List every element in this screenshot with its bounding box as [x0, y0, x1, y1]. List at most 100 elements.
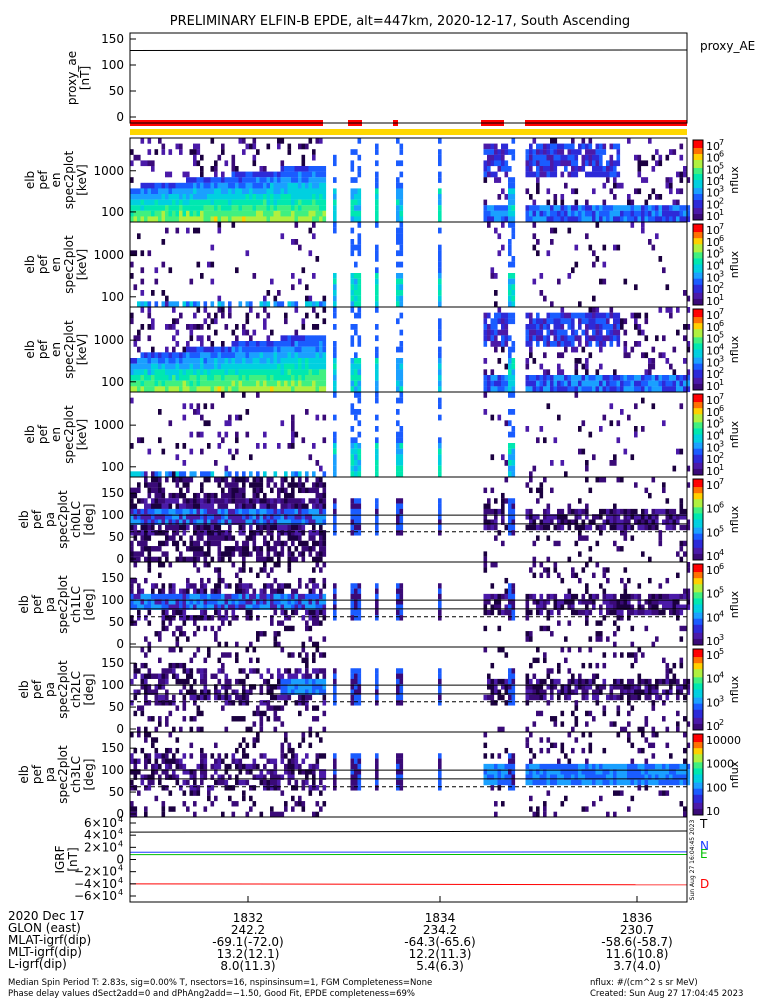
spectrogram-cell: [147, 216, 152, 223]
spectrogram-cell: [263, 346, 267, 353]
spectrogram-cell: [196, 593, 201, 600]
spectrogram-cell: [669, 604, 673, 610]
spectrogram-cell: [585, 604, 589, 610]
spectrogram-cell: [438, 171, 442, 178]
spectrogram-cell: [557, 519, 561, 525]
spectrogram-cell: [375, 593, 379, 600]
spectrogram-cell: [350, 341, 355, 347]
spectrogram-cell: [553, 318, 558, 325]
spectrogram-cell: [224, 431, 229, 438]
spectrogram-cell: [263, 380, 267, 387]
spectrogram-cell: [165, 716, 169, 722]
spectrogram-cell: [147, 369, 152, 376]
spectrogram-cell: [322, 562, 327, 568]
spectrogram-cell: [308, 341, 313, 347]
spectrogram-cell: [200, 363, 204, 370]
spectrogram-cell: [315, 477, 320, 483]
spectrogram-cell: [242, 519, 246, 525]
spectrogram-cell: [158, 358, 162, 364]
spectrogram-cell: [154, 194, 159, 200]
spectrogram-cell: [147, 358, 152, 364]
spectrogram-cell: [662, 386, 666, 393]
colorbar-segment: [693, 521, 703, 524]
colorbar-segment: [693, 186, 703, 189]
spectrogram-cell: [322, 375, 327, 381]
spectrogram-cell: [179, 726, 183, 733]
spectrogram-cell: [259, 514, 264, 520]
spectrogram-cell: [350, 160, 355, 167]
spectrogram-cell: [560, 604, 565, 610]
spectrogram-cell: [231, 160, 236, 167]
spectrogram-cell: [508, 261, 512, 268]
spectrogram-cell: [203, 194, 208, 200]
spectrogram-cell: [662, 519, 666, 525]
spectrogram-cell: [200, 546, 204, 552]
spectrogram-cell: [154, 514, 159, 520]
spectrogram-cell: [634, 482, 638, 488]
spectrogram-cell: [238, 716, 243, 722]
spectrogram-cell: [312, 369, 316, 376]
spectrogram-cell: [567, 312, 572, 319]
spectrogram-cell: [490, 324, 495, 330]
spectrogram-cell: [189, 380, 194, 387]
spectrogram-cell: [277, 443, 281, 449]
spectrogram-cell: [546, 199, 551, 206]
colorbar-segment: [693, 547, 703, 551]
spectrogram-cell: [144, 530, 148, 536]
spectrogram-cell: [196, 551, 201, 557]
spectrogram-cell: [245, 599, 250, 605]
spectrogram-cell: [137, 487, 141, 494]
spectrogram-cell: [158, 593, 162, 600]
spectrogram-cell: [529, 636, 533, 642]
spectrogram-cell: [305, 380, 309, 387]
spectrogram-cell: [305, 678, 309, 685]
spectrogram-cell: [266, 386, 271, 393]
spectrogram-cell: [224, 210, 229, 217]
spectrogram-cell: [266, 358, 271, 364]
spectrogram-cell: [137, 689, 141, 695]
spectrogram-cell: [333, 593, 337, 600]
spectrogram-cell: [189, 535, 194, 541]
spectrogram-cell: [350, 454, 355, 461]
spectrogram-cell: [284, 171, 288, 178]
spectrogram-cell: [168, 647, 173, 653]
spectrogram-cell: [165, 599, 169, 605]
spectrogram-cell: [494, 154, 498, 161]
spectrogram-cell: [508, 514, 512, 520]
spectrogram-cell: [438, 261, 442, 268]
spectrogram-cell: [200, 324, 204, 330]
spectrogram-cell: [249, 604, 253, 610]
spectrogram-cell: [217, 641, 222, 648]
spectrogram-cell: [550, 318, 554, 325]
spectrogram-cell: [585, 312, 589, 319]
spectrogram-cell: [648, 599, 652, 605]
spectrogram-cell: [375, 530, 379, 536]
spectrogram-cell: [200, 577, 204, 584]
spectrogram-cell: [217, 194, 222, 200]
spectrogram-cell: [298, 346, 302, 353]
spectrogram-cell: [375, 143, 379, 150]
spectrogram-cell: [287, 335, 292, 342]
spectrogram-cell: [483, 335, 488, 342]
spectrogram-cell: [242, 530, 246, 536]
spectrogram-cell: [207, 363, 211, 370]
spectrogram-cell: [613, 166, 617, 172]
spectrogram-cell: [154, 694, 159, 701]
spectrogram-cell: [592, 216, 596, 223]
spectrogram-cell: [623, 346, 628, 353]
spectrogram-cell: [133, 154, 138, 161]
spectrogram-cell: [221, 662, 225, 669]
spectrogram-cell: [557, 154, 561, 161]
spectrogram-cell: [161, 210, 166, 217]
spectrogram-cell: [228, 471, 232, 478]
spectrogram-cell: [399, 233, 404, 240]
spectrogram-cell: [396, 239, 400, 245]
spectrogram-cell: [224, 352, 229, 359]
colorbar-segment: [693, 420, 703, 423]
spectrogram-cell: [263, 514, 267, 520]
spectrogram-cell: [665, 177, 670, 183]
spectrogram-cell: [144, 358, 148, 364]
spectrogram-cell: [224, 420, 229, 427]
spectrogram-cell: [564, 335, 568, 342]
spectrogram-cell: [375, 599, 379, 605]
